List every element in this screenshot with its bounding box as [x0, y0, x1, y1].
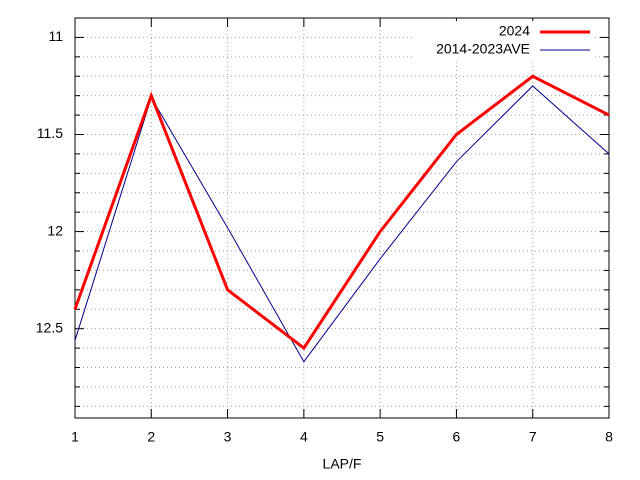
plot-border: [74, 17, 610, 419]
x-tick-label: 7: [529, 429, 537, 445]
x-tick-label: 5: [376, 429, 384, 445]
y-tick-label: 12.5: [36, 319, 63, 335]
x-tick-label: 1: [71, 429, 79, 445]
x-tick-label: 2: [147, 429, 155, 445]
x-tick-label: 8: [605, 429, 613, 445]
y-tick-label: 11.5: [37, 125, 63, 141]
y-tick-label: 12: [47, 222, 63, 238]
legend-label: 2014-2023AVE: [436, 41, 530, 57]
x-axis-label: LAP/F: [323, 456, 362, 472]
legend-label: 2024: [499, 23, 530, 39]
x-tick-label: 6: [453, 429, 461, 445]
y-tick-label: 11: [48, 28, 63, 44]
series-line: [73, 74, 610, 351]
x-tick-label: 3: [224, 429, 232, 445]
series-line: [74, 85, 610, 363]
legend-background: [415, 21, 595, 61]
x-tick-label: 4: [300, 429, 308, 445]
